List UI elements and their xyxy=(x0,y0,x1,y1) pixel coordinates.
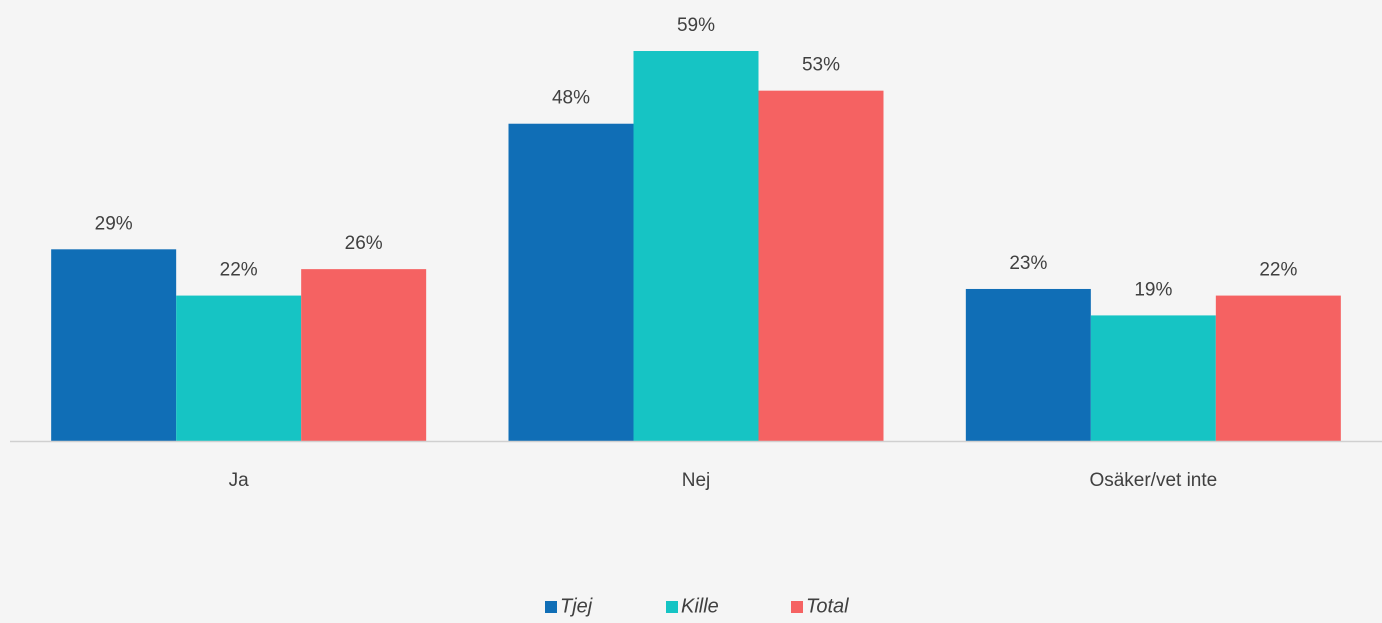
legend-label: Total xyxy=(806,595,849,617)
data-label: 22% xyxy=(1259,260,1297,281)
x-tick-label: Ja xyxy=(229,470,250,491)
bar xyxy=(758,90,884,442)
data-label: 26% xyxy=(345,233,383,254)
legend-label: Tjej xyxy=(560,595,593,617)
bar xyxy=(508,123,634,441)
bar xyxy=(1215,295,1341,441)
data-label: 22% xyxy=(220,260,258,281)
data-label: 19% xyxy=(1134,279,1172,300)
data-label: 29% xyxy=(95,213,133,234)
bar xyxy=(176,295,302,441)
bar xyxy=(1090,315,1216,441)
legend-label: Kille xyxy=(681,595,719,617)
bar xyxy=(633,51,759,441)
legend-swatch xyxy=(791,601,803,613)
legend-swatch xyxy=(666,601,678,613)
x-tick-label: Osäker/vet inte xyxy=(1089,470,1217,491)
bar xyxy=(301,269,427,441)
data-label: 53% xyxy=(802,55,840,76)
data-label: 23% xyxy=(1009,253,1047,274)
x-tick-label: Nej xyxy=(682,470,711,491)
data-label: 59% xyxy=(677,15,715,36)
bar xyxy=(965,288,1091,441)
data-label: 48% xyxy=(552,88,590,109)
legend-swatch xyxy=(545,601,557,613)
bar xyxy=(51,249,177,441)
